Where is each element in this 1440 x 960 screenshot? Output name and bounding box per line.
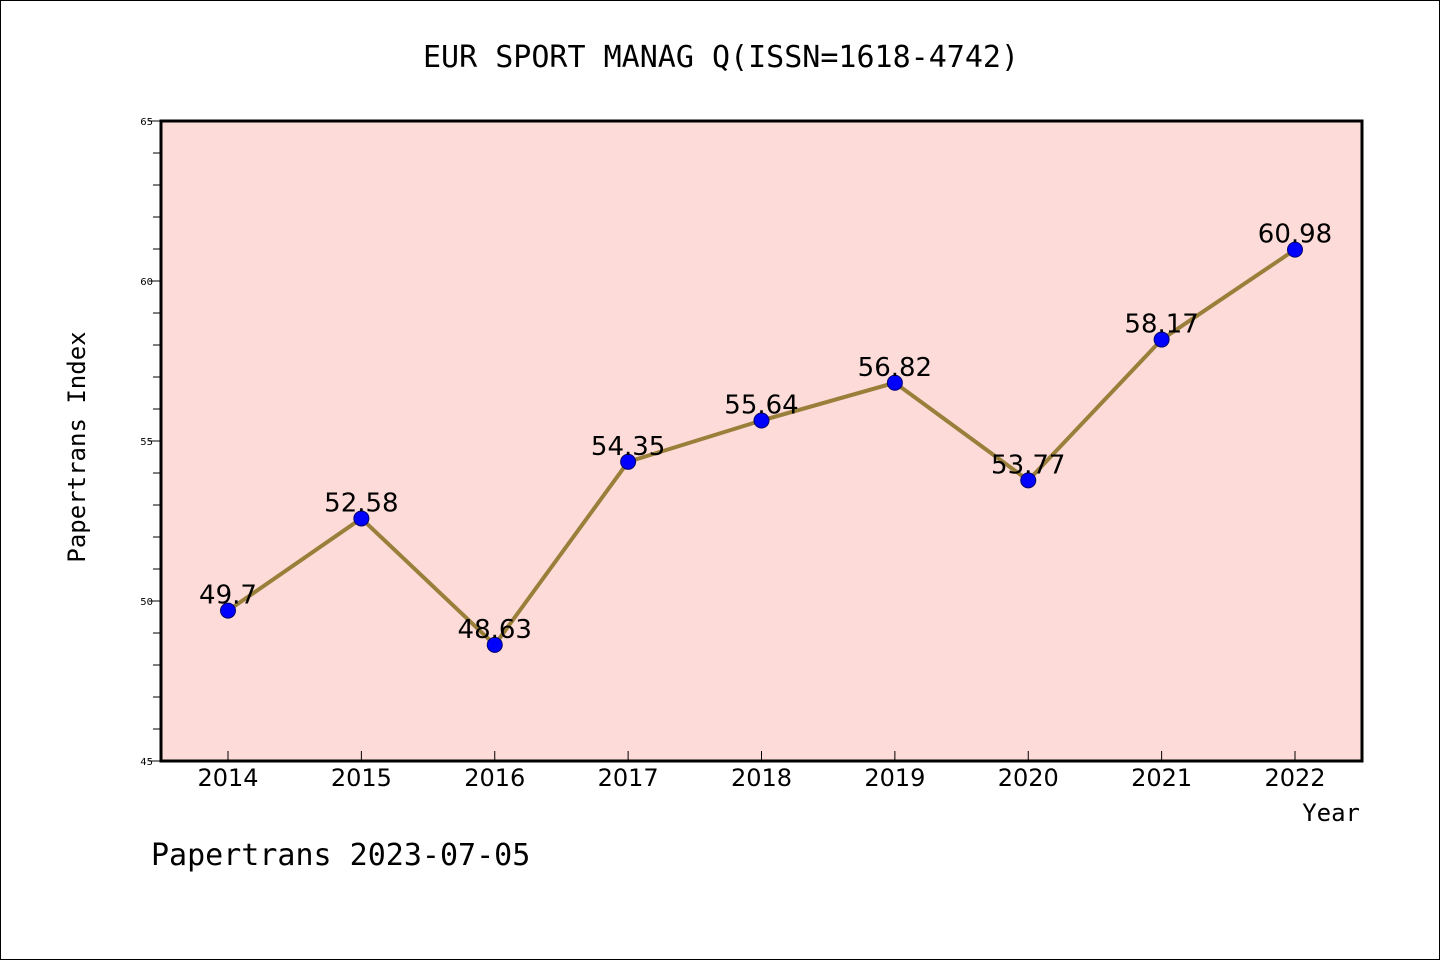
y-tick-label: 50 [140,597,153,608]
plot-area [159,119,1364,763]
x-tick-label: 2015 [331,764,392,792]
y-tick-label: 65 [140,117,153,128]
data-label: 55.64 [724,391,798,421]
data-label: 52.58 [324,488,398,518]
data-label: 49.7 [199,581,257,611]
data-label: 53.77 [991,450,1065,480]
x-tick-label: 2016 [464,764,525,792]
x-tick-label: 2018 [731,764,792,792]
data-point-marker [886,374,903,391]
data-point-marker [353,510,370,527]
markers-group [220,241,1303,653]
data-point-marker [1153,331,1170,348]
x-axis: 2014 2015 2016 2017 2018 2019 2020 2021 2022 [197,751,1326,792]
x-tick-label: 2017 [598,764,659,792]
x-tick-label: 2019 [864,764,925,792]
y-tick-label: 55 [140,437,153,448]
data-labels-group: 49.7 52.58 48.63 54.35 55.64 56.82 53.77 58.17 6… [199,220,1332,645]
x-tick-label: 2022 [1264,764,1325,792]
data-label: 58.17 [1124,310,1198,340]
data-point-marker [220,602,236,619]
y-tick-label: 60 [140,277,153,288]
footer-watermark: Papertrans 2023-07-05 [151,838,530,873]
data-label: 56.82 [858,353,932,383]
data-label: 54.35 [591,432,665,462]
x-tick-label: 2021 [1131,764,1192,792]
x-tick-label: 2014 [197,764,258,792]
chart-title: EUR SPORT MANAG Q(ISSN=1618-4742) [423,40,1019,75]
x-tick-label: 2020 [998,764,1059,792]
data-point-marker [1020,472,1037,489]
y-axis-title: Papertrans Index [63,331,91,562]
data-point-marker [620,453,637,470]
x-axis-title: Year [1302,799,1360,827]
y-tick-label: 45 [140,757,153,768]
data-point-marker [753,412,770,429]
data-point-marker [486,636,503,653]
data-label: 48.63 [458,615,532,645]
data-point-marker [1287,241,1303,258]
data-label: 60.98 [1258,220,1332,250]
y-axis: 45 50 55 60 65 [140,117,161,768]
